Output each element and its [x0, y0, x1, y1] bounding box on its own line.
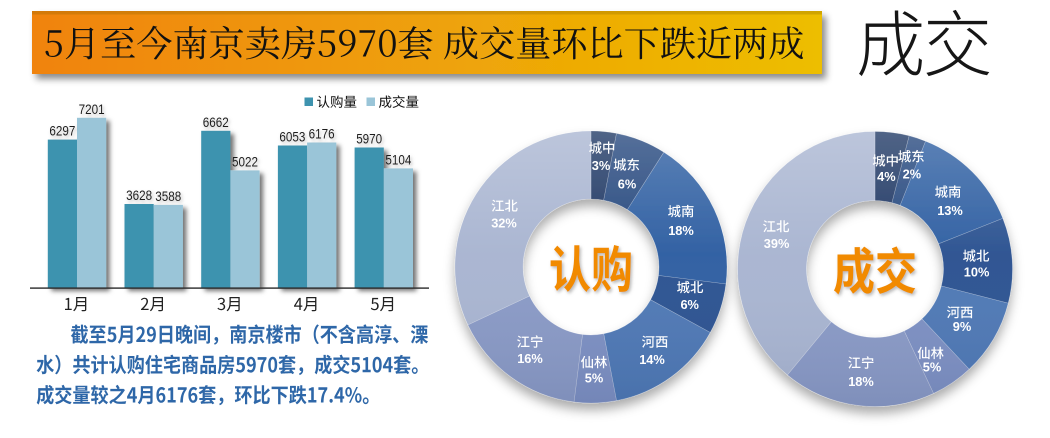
- svg-text:14%: 14%: [639, 352, 665, 367]
- svg-text:5970: 5970: [356, 131, 382, 147]
- svg-text:6%: 6%: [680, 297, 699, 312]
- svg-text:3%: 3%: [592, 158, 611, 173]
- svg-text:7201: 7201: [79, 101, 105, 117]
- svg-text:6662: 6662: [203, 114, 229, 130]
- svg-text:39%: 39%: [764, 236, 790, 251]
- svg-text:6%: 6%: [618, 177, 637, 192]
- svg-text:10%: 10%: [964, 264, 990, 279]
- svg-text:32%: 32%: [491, 216, 517, 231]
- svg-text:2%: 2%: [903, 167, 922, 182]
- svg-text:5022: 5022: [232, 153, 258, 169]
- svg-text:6297: 6297: [49, 123, 75, 139]
- svg-text:5104: 5104: [385, 151, 411, 167]
- svg-text:6053: 6053: [279, 129, 305, 145]
- svg-text:5%: 5%: [585, 371, 604, 386]
- svg-text:3628: 3628: [126, 187, 152, 203]
- svg-text:6176: 6176: [309, 126, 335, 142]
- svg-text:3588: 3588: [155, 188, 181, 204]
- svg-text:9%: 9%: [953, 319, 972, 334]
- svg-text:5%: 5%: [923, 360, 942, 375]
- svg-text:18%: 18%: [848, 374, 874, 389]
- svg-text:16%: 16%: [517, 351, 543, 366]
- svg-text:4%: 4%: [877, 169, 896, 184]
- svg-text:13%: 13%: [937, 203, 963, 218]
- svg-text:18%: 18%: [668, 223, 694, 238]
